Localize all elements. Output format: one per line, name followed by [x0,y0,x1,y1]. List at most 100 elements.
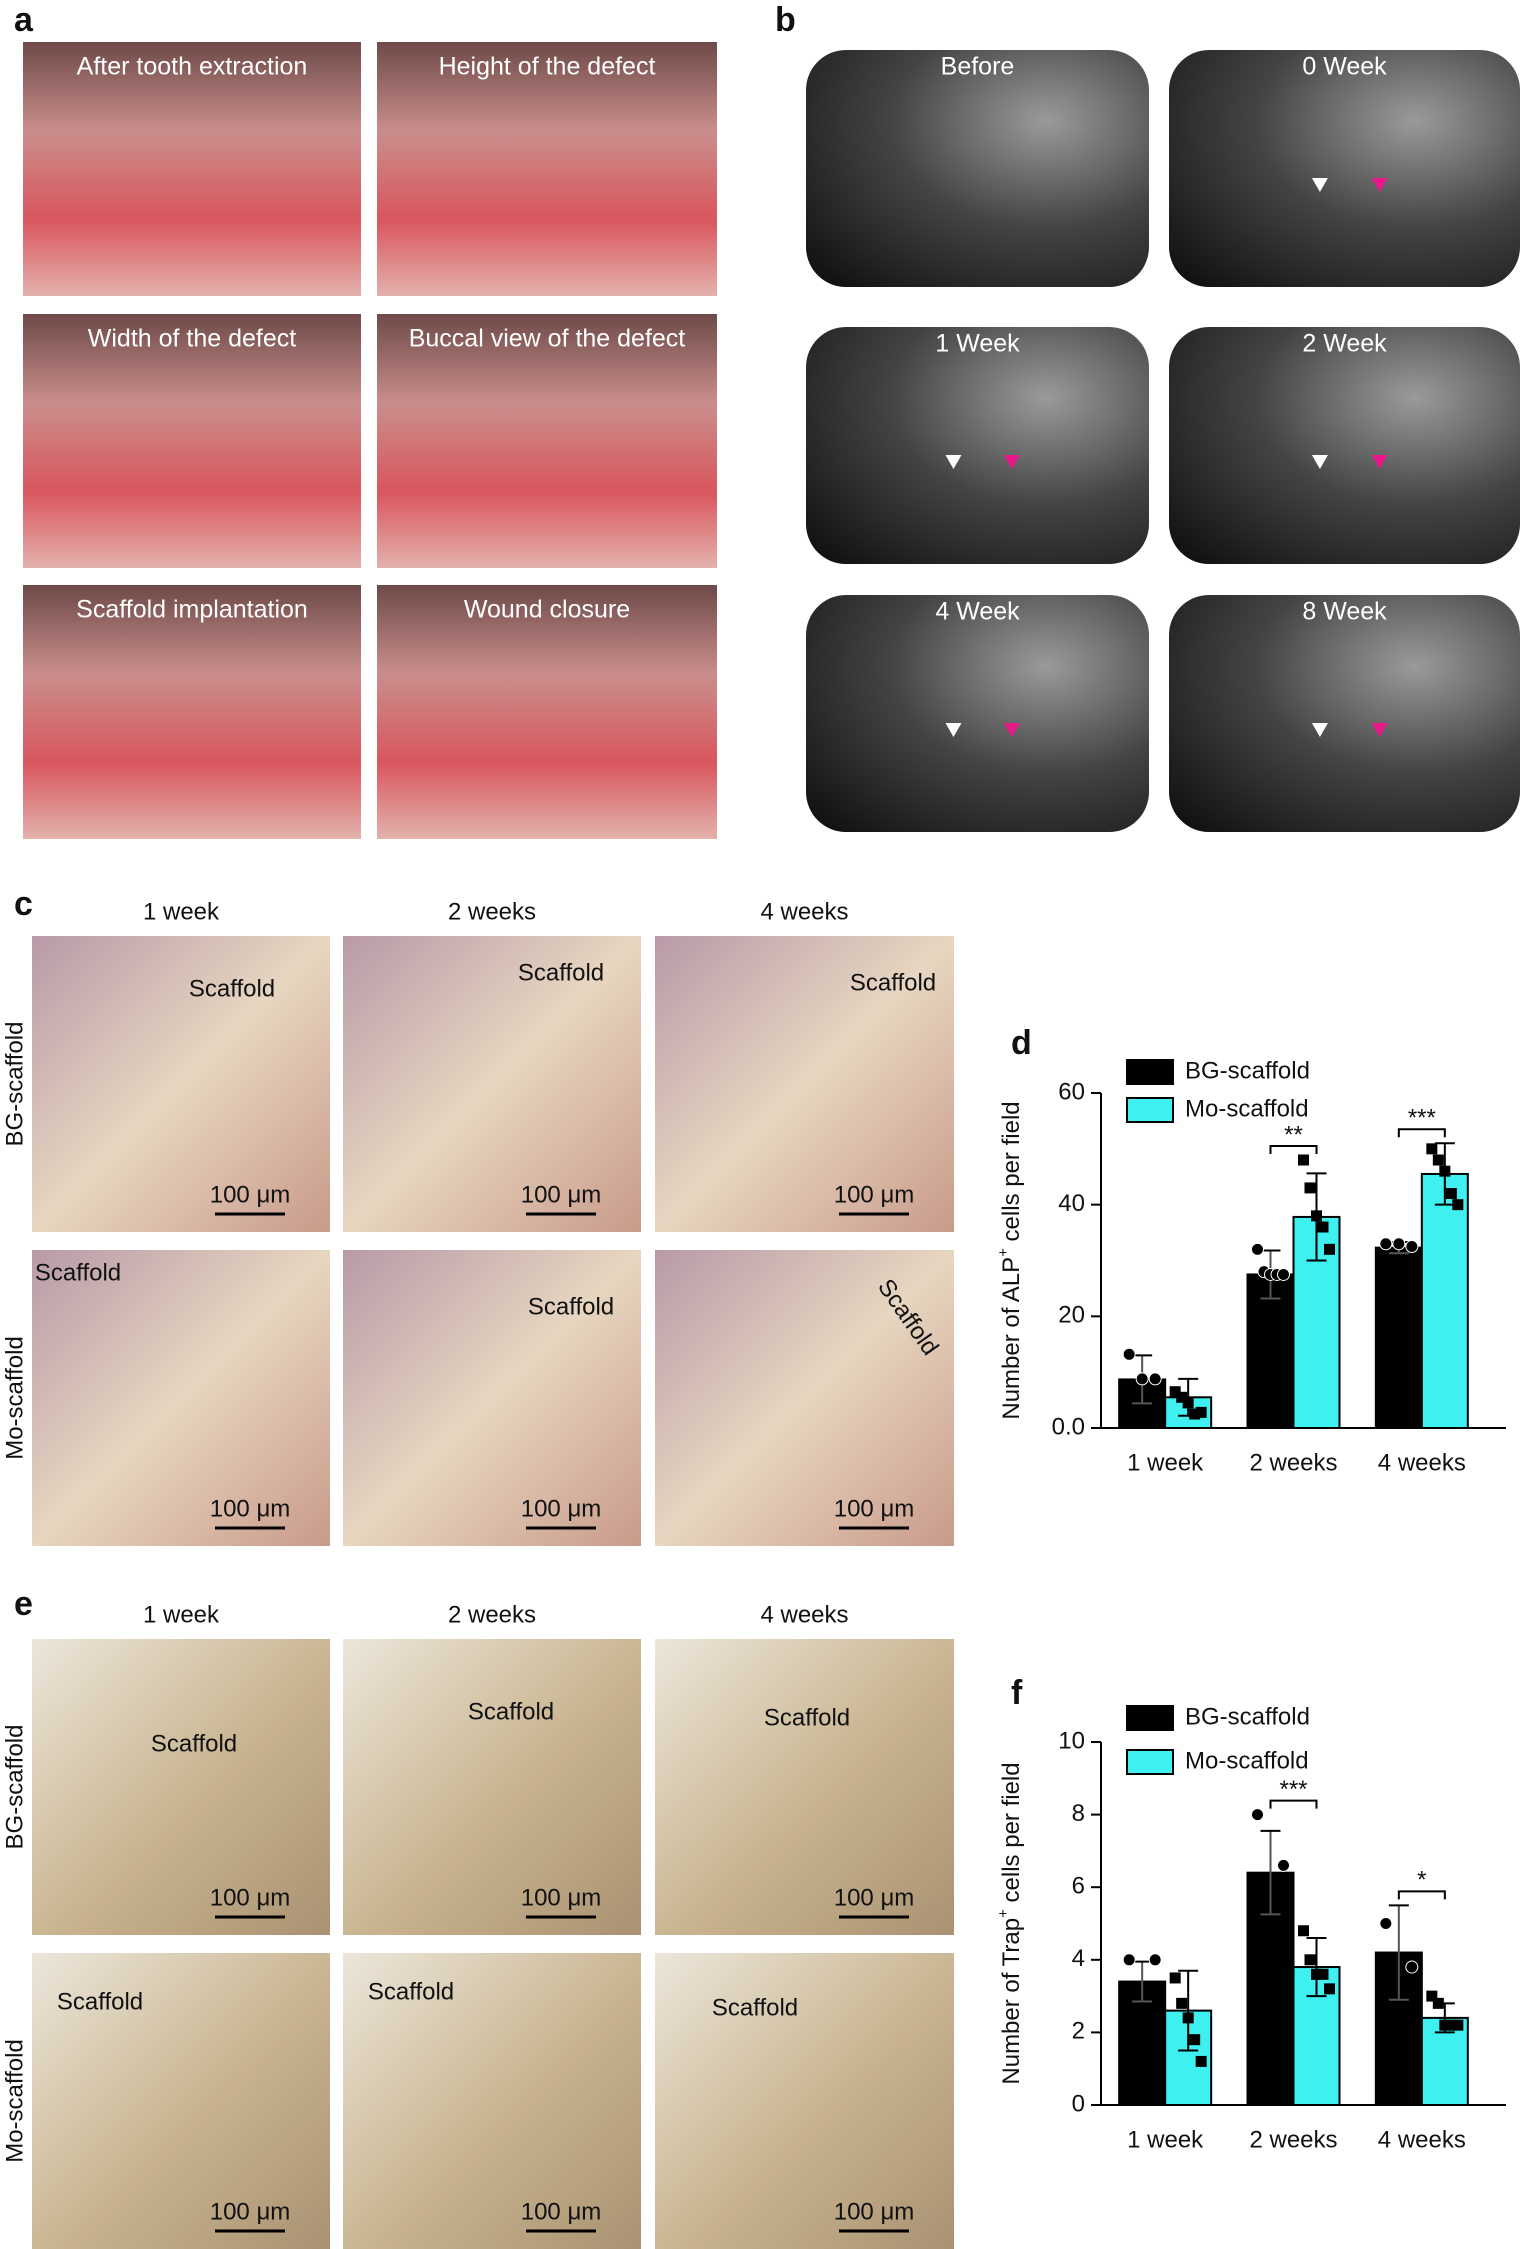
data-point [1405,1960,1419,1974]
arrowhead [1003,723,1020,737]
data-point [1432,1154,1444,1166]
scale-bar-label: 100 μm [521,1884,602,1911]
y-tick-label: 20 [1058,1302,1085,1329]
data-point [1445,1188,1457,1199]
panel-label: e [14,1585,33,1623]
data-point [1195,1406,1207,1418]
row-label: BG-scaffold [1,1725,28,1850]
arrowhead [945,723,962,737]
data-point [1304,1182,1316,1194]
micrograph [655,1250,954,1546]
data-point [1304,1954,1316,1966]
micrograph [343,1250,641,1546]
data-point [1298,1154,1309,1166]
data-point [1122,1347,1136,1361]
data-point [1189,1408,1201,1420]
data-point [1169,1972,1181,1984]
image-label: Scaffold [189,975,275,1002]
y-axis-label-part: cells per field [998,1762,1025,1909]
legend-swatch [1126,1097,1174,1123]
image-label: Scaffold [528,1293,614,1320]
row-label: BG-scaffold [1,1022,28,1147]
radiograph [806,327,1149,564]
radiograph-caption: 4 Week [935,598,1020,626]
arrowhead [1311,723,1328,737]
significance-label: *** [1408,1105,1436,1132]
data-point [1298,1925,1309,1937]
y-tick-label: 4 [1072,1945,1085,1972]
photo-caption: Width of the defect [88,325,297,353]
column-header: 4 weeks [760,898,848,925]
x-tick-label: 4 weeks [1378,1449,1466,1476]
image-label: Scaffold [850,969,936,996]
legend-label: Mo-scaffold [1185,1095,1309,1122]
radiograph-caption: Before [941,53,1015,81]
scale-bar-label: 100 μm [521,1495,602,1522]
y-tick-label: 60 [1058,1078,1085,1105]
y-tick-label: 8 [1072,1800,1085,1827]
photo [23,42,361,296]
data-point [1277,1858,1290,1872]
micrograph [32,1639,330,1935]
image-label: Scaffold [35,1259,121,1286]
significance-bracket [1397,1890,1446,1900]
y-axis-label-part: cells per field [998,1101,1025,1248]
radiograph-caption: 2 Week [1302,330,1387,358]
data-point [1452,1199,1464,1211]
photo [23,585,361,839]
data-point [1277,1267,1290,1281]
photo-caption: Height of the defect [439,53,656,81]
legend-label: BG-scaffold [1185,1057,1310,1084]
data-point [1392,1237,1406,1251]
data-point [1189,2034,1201,2046]
scale-bar-label: 100 μm [834,2198,915,2225]
x-tick-label: 2 weeks [1249,1449,1337,1476]
row-label: Mo-scaffold [1,1336,28,1460]
data-point [1317,1221,1329,1233]
x-tick-label: 1 week [1127,1449,1204,1476]
radiograph-caption: 0 Week [1302,53,1387,81]
bar [1420,1172,1469,1430]
column-header: 2 weeks [448,898,536,925]
scale-bar-label: 100 μm [834,1495,915,1522]
column-header: 1 week [143,898,220,925]
data-point [1176,1997,1188,2009]
photo-caption: Wound closure [464,596,630,624]
image-label: Scaffold [368,1978,454,2005]
photo-caption: Buccal view of the defect [409,325,686,353]
arrowhead [1371,723,1388,737]
legend-label: BG-scaffold [1185,1703,1310,1730]
x-tick-label: 4 weeks [1378,2126,1466,2153]
arrowhead [1311,455,1328,469]
column-header: 2 weeks [448,1601,536,1628]
significance-bracket [1269,1145,1318,1154]
legend-label: Mo-scaffold [1185,1747,1309,1774]
significance-label: ** [1284,1121,1303,1148]
panel-label: b [775,1,796,39]
data-point [1182,2012,1194,2024]
significance-label: *** [1279,1776,1307,1803]
y-axis-label: Number of ALP+ cells per field [995,1101,1025,1419]
image-label: Scaffold [57,1988,143,2015]
data-point [1432,1997,1444,2009]
image-label: Scaffold [764,1704,850,1731]
panel-label: a [14,1,34,39]
scale-bar-label: 100 μm [521,2198,602,2225]
panel-label: d [1011,1024,1032,1062]
legend-swatch [1126,1749,1174,1775]
scale-bar-label: 100 μm [210,1495,291,1522]
column-header: 1 week [143,1601,220,1628]
data-point [1324,1983,1335,1995]
data-point [1148,1953,1162,1967]
y-axis-label-part: + [995,1909,1012,1918]
x-tick-label: 2 weeks [1249,2126,1337,2153]
radiograph [806,50,1149,287]
image-label: Scaffold [518,959,604,986]
arrowhead [1371,178,1388,192]
y-tick-label: 2 [1072,2018,1085,2045]
data-point [1195,2055,1207,2067]
y-axis-label: Number of Trap+ cells per field [995,1762,1025,2084]
legend-swatch [1126,1059,1174,1085]
data-point [1426,1143,1438,1155]
data-point [1452,2019,1464,2031]
